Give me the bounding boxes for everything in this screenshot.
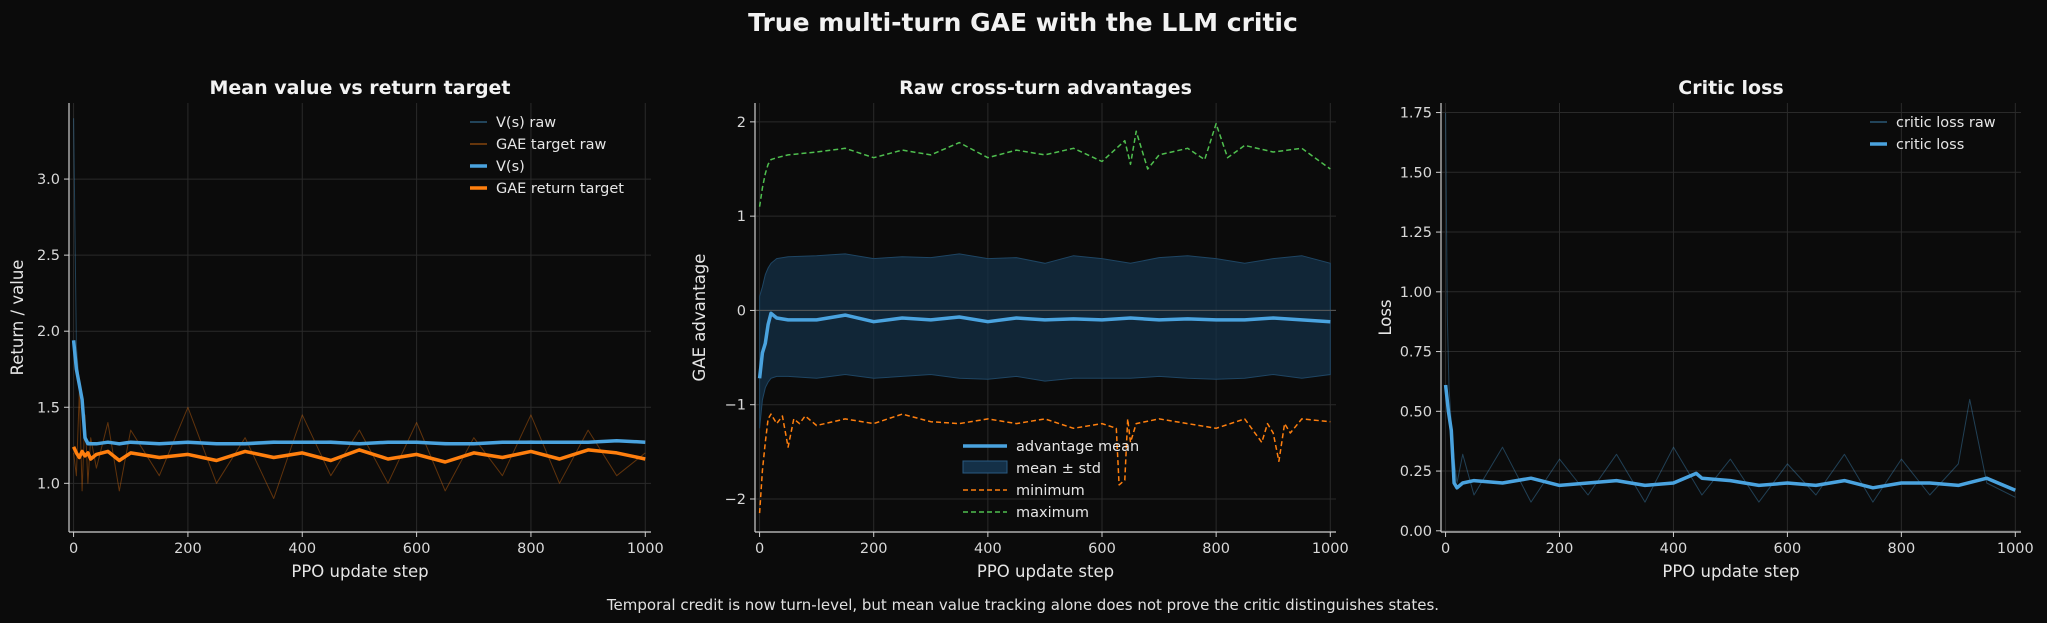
legend-label-1: critic loss [1896,137,1964,153]
panel-mean-value: 0 200 400 600 800 1000 1.0 1.5 2.0 2.5 3.0 Mean val… [8,77,664,581]
y-tick-label-2: 0 [737,303,746,319]
panel-critic-loss: 0 200 400 600 800 1000 0.00 0.25 0.50 0.75 1.00 1.2… [1376,77,2034,581]
legend-label-0: V(s) raw [496,115,556,131]
series-line-0 [1445,112,2016,503]
x-tick-label-0: 0 [1441,541,1450,557]
y-tick-label-4: 1.00 [1400,285,1432,301]
figure-title: True multi-turn GAE with the LLM critic [748,8,1298,37]
y-tick-label-0: 1.0 [37,476,60,492]
x-axis-label: PPO update step [1662,562,1799,581]
y-axis-label: Loss [1376,299,1395,335]
x-tick-label-2: 400 [288,541,316,557]
legend-label-3: GAE return target [496,181,624,197]
y-tick-label-1: 0.25 [1400,464,1432,480]
y-tick-label-2: 0.50 [1400,404,1432,420]
x-tick-label-4: 800 [517,541,545,557]
legend-label-3: maximum [1016,505,1089,521]
x-tick-label-1: 200 [860,541,888,557]
y-tick-label-6: 1.50 [1400,165,1432,181]
figure-caption: Temporal credit is now turn-level, but m… [606,596,1439,614]
legend-label-0: critic loss raw [1896,115,1996,131]
y-tick-label-3: 1 [737,209,746,225]
series-line-1 [758,413,1331,514]
y-tick-label-4: 3.0 [37,172,60,188]
x-tick-label-5: 1000 [1997,541,2034,557]
y-tick-label-0: 0.00 [1400,524,1432,540]
x-tick-label-2: 400 [974,541,1002,557]
y-tick-label-3: 2.5 [37,248,60,264]
legend-label-2: V(s) [496,159,525,175]
x-axis-label: PPO update step [977,562,1114,581]
chart-title: Critic loss [1678,77,1783,99]
x-tick-label-2: 400 [1660,541,1688,557]
x-tick-label-4: 800 [1202,541,1230,557]
legend-label-1: GAE target raw [496,137,606,153]
y-tick-label-7: 1.75 [1400,106,1432,122]
y-tick-label-5: 1.25 [1400,225,1432,241]
x-tick-label-5: 1000 [627,541,664,557]
x-tick-label-5: 1000 [1312,541,1349,557]
chart-title: Raw cross-turn advantages [899,77,1192,99]
series-line-2 [71,340,646,446]
series-line-1 [1443,384,2016,492]
y-tick-label-1: 1.5 [37,400,60,416]
series-line-0 [757,311,1331,379]
legend-label-0: advantage mean [1016,439,1139,455]
band-mean-std [759,253,1331,429]
panel-advantages: 0 200 400 600 800 1000 −2 −1 0 1 2 Raw cross-turn a… [690,77,1349,581]
x-tick-label-3: 600 [1774,541,1802,557]
x-tick-label-0: 0 [69,541,78,557]
y-tick-label-1: −1 [725,398,746,414]
y-tick-label-0: −2 [725,492,746,508]
legend-label-1: mean ± std [1016,461,1101,477]
x-tick-label-3: 600 [1088,541,1116,557]
series-line-3 [72,446,646,464]
x-tick-label-1: 200 [1546,541,1574,557]
legend-swatch-1 [962,460,1008,474]
y-tick-label-4: 2 [737,115,746,131]
x-tick-label-0: 0 [755,541,764,557]
y-tick-label-3: 0.75 [1400,345,1432,361]
y-axis-label: GAE advantage [690,254,709,382]
legend-label-2: minimum [1016,483,1085,499]
x-tick-label-4: 800 [1888,541,1916,557]
series-line-2 [758,122,1331,207]
chart-title: Mean value vs return target [209,77,510,99]
y-tick-label-2: 2.0 [37,324,60,340]
x-tick-label-1: 200 [174,541,202,557]
x-axis-label: PPO update step [291,562,428,581]
x-tick-label-3: 600 [403,541,431,557]
y-axis-label: Return / value [8,260,27,376]
